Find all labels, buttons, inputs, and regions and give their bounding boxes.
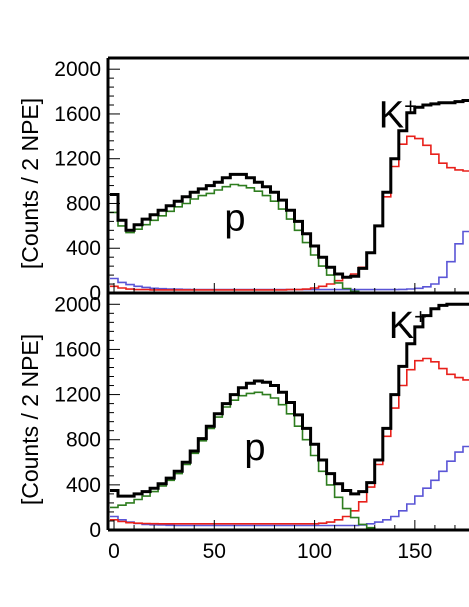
y-tick-label: 2000	[54, 293, 101, 316]
annotation-label: p	[244, 427, 265, 469]
y-tick-label: 400	[66, 474, 101, 497]
series-group	[110, 302, 469, 530]
series-line-0	[110, 302, 469, 498]
x-tick-label: 100	[297, 540, 332, 563]
x-tick-label: 50	[203, 540, 226, 563]
y-tick-label: 0	[89, 519, 101, 542]
annotation-label: K+	[379, 93, 417, 136]
series-line-3	[110, 230, 469, 291]
y-tick-label: 400	[66, 237, 101, 260]
series-group	[110, 99, 469, 293]
y-tick-label: 0	[89, 282, 101, 305]
series-line-1	[110, 183, 469, 293]
y-tick-label: 1200	[54, 148, 101, 171]
y-tick-label: 1600	[54, 338, 101, 361]
y-axis-title: [Counts / 2 NPE]	[17, 98, 43, 269]
series-line-2	[110, 135, 469, 291]
y-tick-label: 800	[66, 192, 101, 215]
annotation-superscript: +	[414, 304, 427, 329]
series-line-2	[110, 357, 469, 525]
x-tick-label: 150	[397, 540, 432, 563]
y-tick-label: 1200	[54, 384, 101, 407]
series-line-0	[110, 99, 469, 279]
top-panel: 0 400 800 1200 1600 2000 [Counts / 2 NPE] p K+	[17, 56, 469, 305]
bottom-panel: 0 400 800 1200 1600 2000 0 50 100 150 [Counts / 2 …	[17, 293, 469, 563]
y-tick-label: 1600	[54, 103, 101, 126]
series-line-1	[110, 391, 469, 530]
y-axis-title: [Counts / 2 NPE]	[17, 334, 43, 505]
annotation-label: p	[224, 197, 245, 239]
annotation-label: K+	[389, 304, 427, 347]
y-tick-label: 800	[66, 429, 101, 452]
annotation-superscript: +	[404, 93, 417, 118]
x-tick-label: 0	[108, 540, 120, 563]
y-tick-label: 2000	[54, 58, 101, 81]
